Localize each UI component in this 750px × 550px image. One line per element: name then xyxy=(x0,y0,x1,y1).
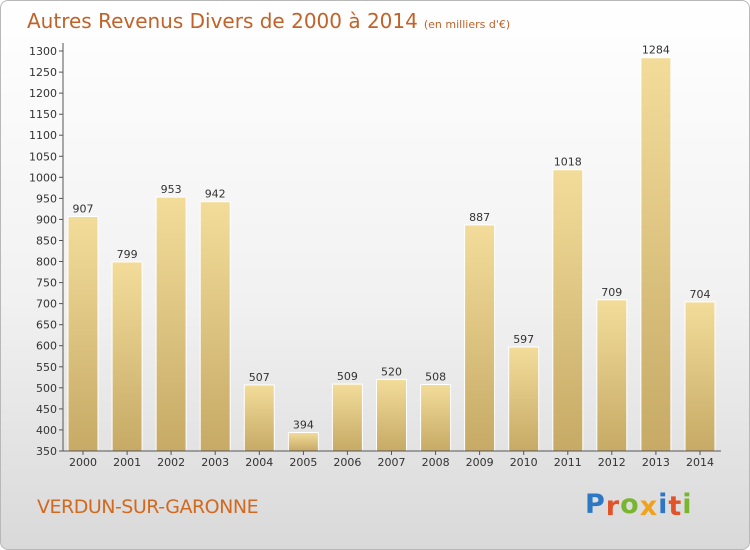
y-tick-label-1150: 1150 xyxy=(29,108,57,121)
y-tick-label-900: 900 xyxy=(36,213,57,226)
bar-2007 xyxy=(376,378,407,452)
x-tick-label-2004: 2004 xyxy=(245,456,273,469)
x-tick-label-2009: 2009 xyxy=(466,456,494,469)
proxiti-logo-letter: t xyxy=(668,491,683,522)
y-tick-label-1050: 1050 xyxy=(29,150,57,163)
chart-title: Autres Revenus Divers de 2000 à 2014 (en … xyxy=(27,9,510,33)
bar-value-label-2004: 507 xyxy=(249,371,270,384)
bar-value-label-2008: 508 xyxy=(425,371,446,384)
y-tick-label-800: 800 xyxy=(36,256,57,269)
proxiti-logo-letter: x xyxy=(639,491,659,522)
bar-value-label-2007: 520 xyxy=(381,365,402,378)
y-tick-label-600: 600 xyxy=(36,340,57,353)
x-tick-label-2006: 2006 xyxy=(333,456,361,469)
y-tick-label-700: 700 xyxy=(36,298,57,311)
y-tick-label-850: 850 xyxy=(36,235,57,248)
x-tick-label-2005: 2005 xyxy=(289,456,317,469)
chart-title-main: Autres Revenus Divers de 2000 à 2014 xyxy=(27,9,418,33)
bar-2011 xyxy=(552,169,584,452)
y-tick-label-1100: 1100 xyxy=(29,129,57,142)
x-tick-label-2008: 2008 xyxy=(422,456,450,469)
bar-2006 xyxy=(331,383,363,452)
bar-value-label-2002: 953 xyxy=(161,183,182,196)
bar-value-label-2000: 907 xyxy=(73,203,94,216)
bar-value-label-2010: 597 xyxy=(513,333,534,346)
y-tick-label-750: 750 xyxy=(36,277,57,290)
bar-value-label-2003: 942 xyxy=(205,188,226,201)
bar-2004 xyxy=(243,384,275,452)
bar-2010 xyxy=(508,346,540,452)
bar-2003 xyxy=(199,201,231,452)
bar-2014 xyxy=(684,301,716,452)
bar-2002 xyxy=(155,196,187,452)
bar-value-label-2009: 887 xyxy=(469,211,490,224)
bar-value-label-2006: 509 xyxy=(337,370,358,383)
commune-name: VERDUN-SUR-GARONNE xyxy=(37,496,259,518)
proxiti-logo-letter: i xyxy=(682,489,693,520)
y-tick-label-500: 500 xyxy=(36,382,57,395)
bar-2009 xyxy=(464,224,496,452)
bar-2012 xyxy=(596,299,628,452)
x-tick-label-2007: 2007 xyxy=(378,456,406,469)
y-tick-label-1250: 1250 xyxy=(29,66,57,79)
x-tick-label-2014: 2014 xyxy=(686,456,714,469)
bar-value-label-2011: 1018 xyxy=(554,156,582,169)
bar-2008 xyxy=(420,384,452,452)
proxiti-logo-letter: P xyxy=(585,489,606,520)
bar-2000 xyxy=(67,216,99,452)
bar-value-label-2001: 799 xyxy=(117,248,138,261)
bar-value-label-2012: 709 xyxy=(601,286,622,299)
y-tick-label-1300: 1300 xyxy=(29,45,57,58)
y-tick-label-1200: 1200 xyxy=(29,87,57,100)
bars-layer: 907 799 953 942 507 394 509 520 508 887 597 1018 709… xyxy=(67,44,716,452)
x-tick-label-2003: 2003 xyxy=(201,456,229,469)
x-tick-label-2002: 2002 xyxy=(157,456,185,469)
proxiti-logo-letter: o xyxy=(620,489,640,520)
axes-layer: 2000 2001 2002 2003 2004 2005 2006 2007 2008 2009… xyxy=(29,43,721,469)
x-tick-label-2001: 2001 xyxy=(113,456,141,469)
bar-2013 xyxy=(640,57,672,452)
bar-2005 xyxy=(287,432,319,452)
y-tick-label-1000: 1000 xyxy=(29,171,57,184)
x-tick-label-2000: 2000 xyxy=(69,456,97,469)
bar-value-label-2013: 1284 xyxy=(642,44,670,57)
y-tick-label-450: 450 xyxy=(36,403,57,416)
x-tick-label-2012: 2012 xyxy=(598,456,626,469)
x-tick-label-2011: 2011 xyxy=(554,456,582,469)
proxiti-logo-letter: i xyxy=(658,489,669,520)
bar-value-label-2005: 394 xyxy=(293,419,314,432)
y-tick-label-950: 950 xyxy=(36,192,57,205)
y-tick-label-350: 350 xyxy=(36,445,57,458)
y-tick-label-650: 650 xyxy=(36,319,57,332)
proxiti-logo: Proxiti xyxy=(585,489,693,522)
bar-value-label-2014: 704 xyxy=(690,288,711,301)
proxiti-logo-letter: r xyxy=(605,491,621,522)
bar-2001 xyxy=(111,261,143,452)
x-tick-label-2013: 2013 xyxy=(642,456,670,469)
y-tick-label-550: 550 xyxy=(36,361,57,374)
chart-title-unit: (en milliers d'€) xyxy=(423,18,511,31)
x-tick-label-2010: 2010 xyxy=(510,456,538,469)
y-tick-label-400: 400 xyxy=(36,424,57,437)
